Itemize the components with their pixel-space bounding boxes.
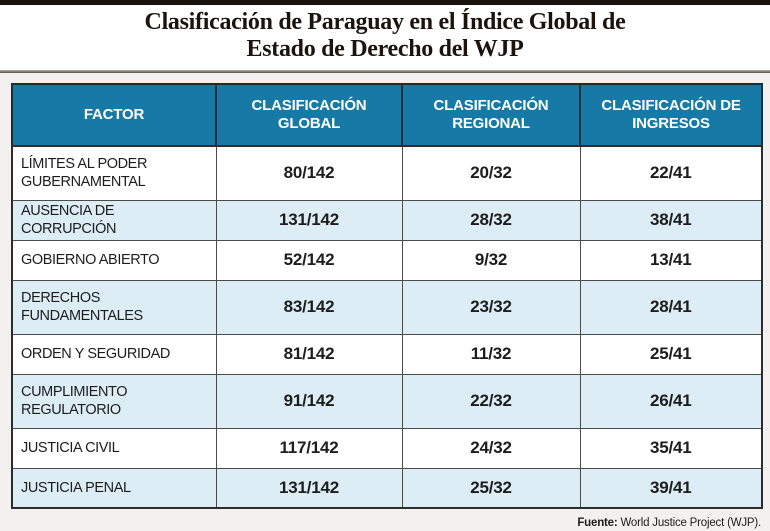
factor-cell: LÍMITES AL PODER GUBERNAMENTAL: [11, 145, 217, 201]
page-title-line2: Estado de Derecho del WJP: [246, 36, 524, 62]
regional-rank-cell: 23/32: [401, 279, 581, 335]
factor-cell: CUMPLIMIENTO REGULATORIO: [11, 373, 217, 429]
title-band: Clasificación de Paraguay en el Índice G…: [0, 5, 770, 70]
factor-cell: ORDEN Y SEGURIDAD: [11, 333, 217, 375]
header-cell-regional: CLASIFICACIÓN REGIONAL: [401, 83, 581, 147]
table-row: AUSENCIA DE CORRUPCIÓN 131/142 28/32 38/…: [11, 199, 763, 241]
factor-cell: JUSTICIA PENAL: [11, 467, 217, 509]
regional-rank-cell: 22/32: [401, 373, 581, 429]
income-rank-cell: 38/41: [579, 199, 763, 241]
table-header: FACTOR CLASIFICACIÓN GLOBAL CLASIFICACIÓ…: [11, 83, 763, 147]
global-rank-cell: 80/142: [215, 145, 403, 201]
income-rank-cell: 39/41: [579, 467, 763, 509]
source-attribution: Fuente: World Justice Project (WJP).: [0, 509, 770, 529]
title-divider: [0, 70, 770, 73]
income-rank-cell: 28/41: [579, 279, 763, 335]
factor-cell: JUSTICIA CIVIL: [11, 427, 217, 469]
header-row: FACTOR CLASIFICACIÓN GLOBAL CLASIFICACIÓ…: [11, 83, 763, 147]
global-rank-cell: 81/142: [215, 333, 403, 375]
rankings-table: FACTOR CLASIFICACIÓN GLOBAL CLASIFICACIÓ…: [11, 83, 763, 509]
global-rank-cell: 131/142: [215, 199, 403, 241]
top-black-bar: [0, 0, 770, 5]
table-row: DERECHOS FUNDAMENTALES 83/142 23/32 28/4…: [11, 279, 763, 335]
regional-rank-cell: 24/32: [401, 427, 581, 469]
income-rank-cell: 26/41: [579, 373, 763, 429]
global-rank-cell: 131/142: [215, 467, 403, 509]
regional-rank-cell: 28/32: [401, 199, 581, 241]
regional-rank-cell: 20/32: [401, 145, 581, 201]
global-rank-cell: 83/142: [215, 279, 403, 335]
income-rank-cell: 22/41: [579, 145, 763, 201]
table-row: GOBIERNO ABIERTO 52/142 9/32 13/41: [11, 239, 763, 281]
global-rank-cell: 52/142: [215, 239, 403, 281]
factor-cell: AUSENCIA DE CORRUPCIÓN: [11, 199, 217, 241]
factor-cell: GOBIERNO ABIERTO: [11, 239, 217, 281]
global-rank-cell: 91/142: [215, 373, 403, 429]
income-rank-cell: 25/41: [579, 333, 763, 375]
page-title-line1: Clasificación de Paraguay en el Índice G…: [144, 9, 626, 35]
source-text: World Justice Project (WJP).: [617, 517, 761, 529]
table-row: LÍMITES AL PODER GUBERNAMENTAL 80/142 20…: [11, 145, 763, 201]
page-title: Clasificación de Paraguay en el Índice G…: [10, 9, 760, 63]
regional-rank-cell: 25/32: [401, 467, 581, 509]
header-cell-ingresos: CLASIFICACIÓN DE INGRESOS: [579, 83, 763, 147]
table-row: JUSTICIA CIVIL 117/142 24/32 35/41: [11, 427, 763, 469]
header-cell-factor: FACTOR: [11, 83, 217, 147]
header-cell-global: CLASIFICACIÓN GLOBAL: [215, 83, 403, 147]
source-label: Fuente:: [577, 517, 618, 529]
table-row: CUMPLIMIENTO REGULATORIO 91/142 22/32 26…: [11, 373, 763, 429]
table-row: ORDEN Y SEGURIDAD 81/142 11/32 25/41: [11, 333, 763, 375]
regional-rank-cell: 11/32: [401, 333, 581, 375]
income-rank-cell: 35/41: [579, 427, 763, 469]
income-rank-cell: 13/41: [579, 239, 763, 281]
table-row: JUSTICIA PENAL 131/142 25/32 39/41: [11, 467, 763, 509]
factor-cell: DERECHOS FUNDAMENTALES: [11, 279, 217, 335]
regional-rank-cell: 9/32: [401, 239, 581, 281]
global-rank-cell: 117/142: [215, 427, 403, 469]
table-body: LÍMITES AL PODER GUBERNAMENTAL 80/142 20…: [11, 145, 763, 509]
